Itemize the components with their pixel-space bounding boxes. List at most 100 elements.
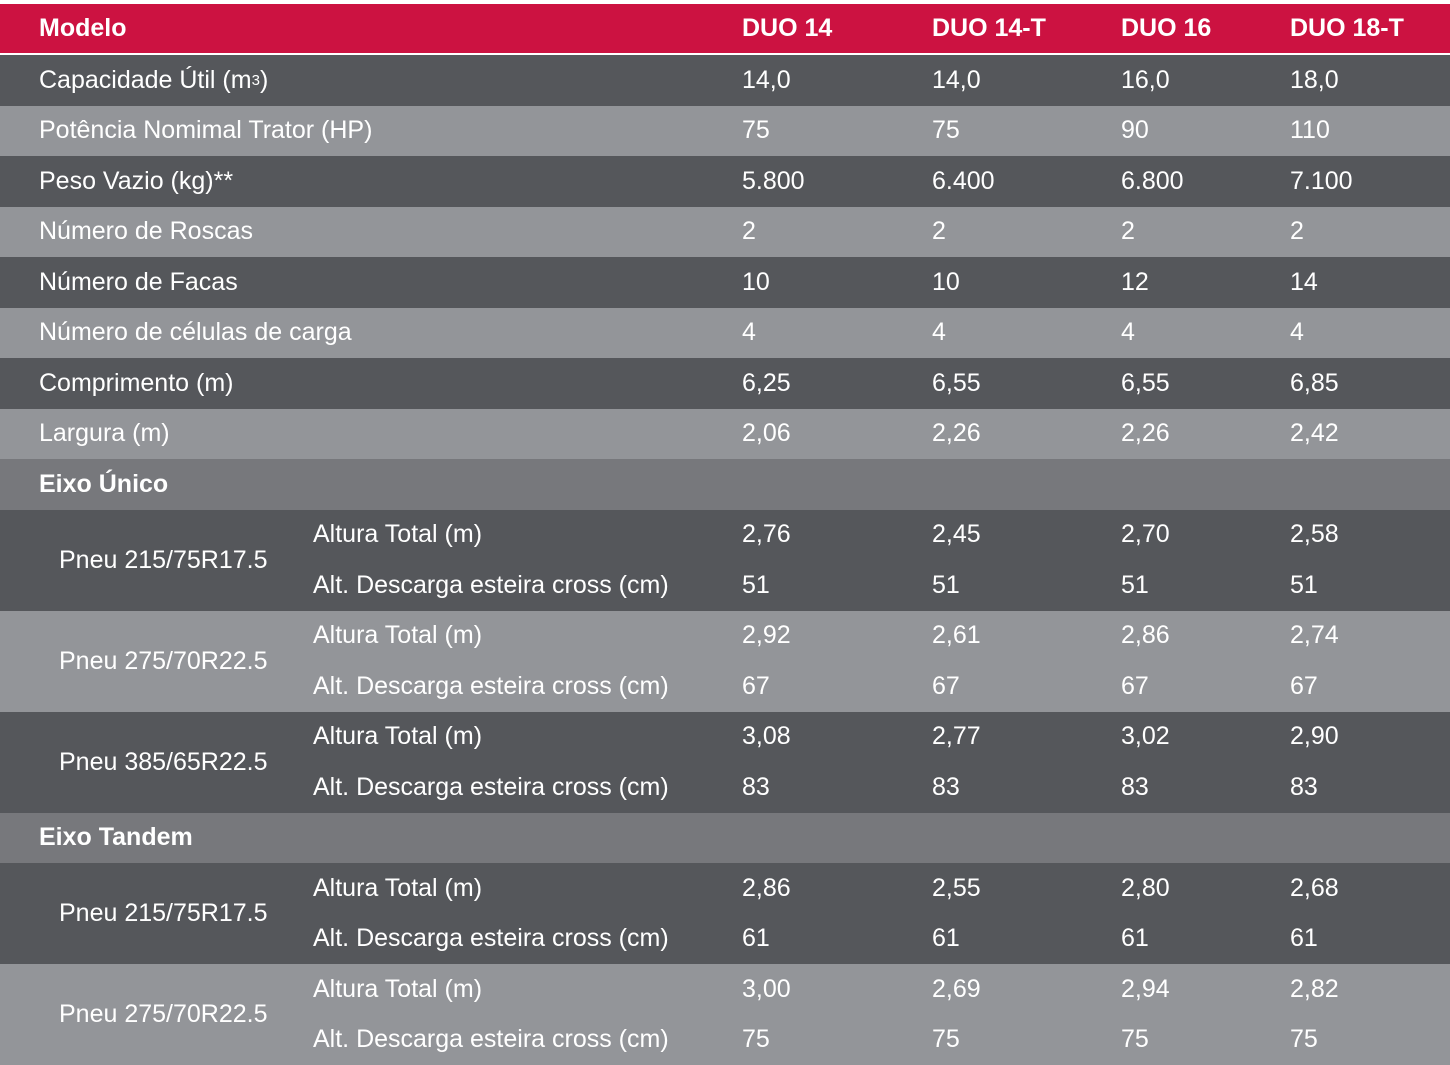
row-value: 83 [1121,762,1149,813]
row-value: 18,0 [1290,55,1339,106]
row-value: 6,55 [1121,358,1170,409]
row-label: Potência Nomimal Trator (HP) [39,106,372,157]
row-label: Largura (m) [39,409,170,460]
subrow-label: Altura Total (m) [313,712,482,763]
table-row: Comprimento (m) 6,25 6,55 6,55 6,85 [0,358,1450,409]
row-value: 61 [1290,914,1318,965]
row-value: 7.100 [1290,156,1353,207]
header-model-duo-18-t: DUO 18-T [1290,4,1404,53]
row-value: 6,25 [742,358,791,409]
row-value: 6,85 [1290,358,1339,409]
row-value: 2,92 [742,611,791,662]
row-value: 110 [1290,106,1330,157]
row-value: 2,74 [1290,611,1339,662]
row-value: 67 [1290,661,1318,712]
row-value: 61 [932,914,960,965]
row-label: Número de Roscas [39,207,253,258]
row-value: 2,58 [1290,510,1339,561]
row-value: 51 [742,560,770,611]
row-label-text: Número de Roscas [39,217,253,246]
header-model-duo-14-t: DUO 14-T [932,4,1046,53]
specifications-table: Modelo DUO 14 DUO 14-T DUO 16 DUO 18-T C… [0,4,1450,1065]
row-value: 14,0 [742,55,791,106]
row-value: 75 [1290,1015,1318,1065]
row-value: 2,80 [1121,863,1170,914]
row-value: 2 [932,207,946,258]
row-value: 51 [1121,560,1149,611]
row-value: 2,69 [932,964,981,1015]
subrow-label: Altura Total (m) [313,964,482,1015]
row-value: 4 [932,308,946,359]
row-value: 2,86 [1121,611,1170,662]
row-label-text: Peso Vazio (kg)** [39,167,233,196]
row-value: 2,42 [1290,409,1339,460]
row-value: 6.800 [1121,156,1184,207]
row-value: 75 [932,1015,960,1065]
row-label-text: Comprimento (m) [39,369,233,398]
header-model-duo-16: DUO 16 [1121,4,1211,53]
header-label: Modelo [39,4,127,53]
row-value: 2,06 [742,409,791,460]
subrow-label: Alt. Descarga esteira cross (cm) [313,914,669,965]
row-value: 6,55 [932,358,981,409]
row-value: 2,86 [742,863,791,914]
row-value: 67 [1121,661,1149,712]
row-value: 10 [742,257,770,308]
subrow-label: Alt. Descarga esteira cross (cm) [313,661,669,712]
row-value: 2,68 [1290,863,1339,914]
row-value: 2,61 [932,611,981,662]
row-value: 61 [742,914,770,965]
section-title: Eixo Tandem [39,813,193,864]
row-value: 75 [1121,1015,1149,1065]
row-value: 16,0 [1121,55,1170,106]
subrow-label: Alt. Descarga esteira cross (cm) [313,1015,669,1065]
row-label: Número de células de carga [39,308,352,359]
row-value: 2 [742,207,756,258]
row-value: 3,00 [742,964,791,1015]
table-row: Peso Vazio (kg)** 5.800 6.400 6.800 7.100 [0,156,1450,207]
row-value: 90 [1121,106,1149,157]
row-label-text: Número de Facas [39,268,238,297]
row-label-text: Número de células de carga [39,318,352,347]
row-value: 4 [1121,308,1135,359]
row-value: 2,70 [1121,510,1170,561]
row-label-text: Capacidade Útil (m [39,66,252,95]
row-value: 75 [932,106,960,157]
row-value: 2,26 [1121,409,1170,460]
row-label: Comprimento (m) [39,358,233,409]
row-label: Peso Vazio (kg)** [39,156,233,207]
row-value: 2,55 [932,863,981,914]
row-label-text: Largura (m) [39,419,170,448]
row-label: Número de Facas [39,257,238,308]
row-value: 2 [1290,207,1304,258]
row-value: 14,0 [932,55,981,106]
row-value: 14 [1290,257,1318,308]
row-value: 2 [1121,207,1135,258]
row-value: 83 [742,762,770,813]
row-value: 5.800 [742,156,805,207]
row-value: 67 [742,661,770,712]
row-value: 3,08 [742,712,791,763]
row-value: 51 [932,560,960,611]
row-value: 61 [1121,914,1149,965]
row-value: 83 [1290,762,1318,813]
row-value: 6.400 [932,156,995,207]
row-label-text: Potência Nomimal Trator (HP) [39,116,372,145]
row-value: 2,45 [932,510,981,561]
